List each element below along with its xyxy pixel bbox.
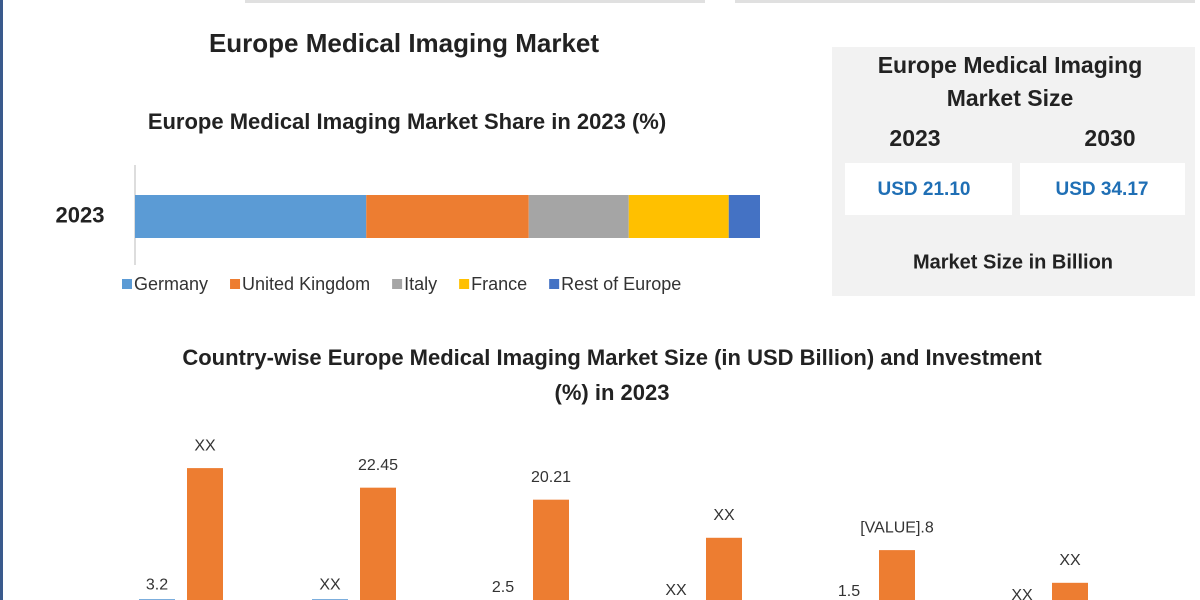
panel-title: Europe Medical Imaging Market Size	[878, 52, 1143, 111]
size-value: USD 34.17	[1056, 179, 1149, 200]
chart-title: Europe Medical Imaging Market Share in 2…	[148, 109, 666, 134]
data-label: [VALUE].8	[860, 519, 934, 536]
chart-title: Country-wise Europe Medical Imaging Mark…	[182, 345, 1042, 405]
year: 2023	[889, 125, 940, 151]
data-label: 22.45	[358, 457, 398, 474]
bar-segment	[366, 195, 529, 238]
main-title: Europe Medical Imaging Market	[209, 28, 599, 58]
legend-swatch	[549, 279, 560, 289]
data-label: 3.2	[146, 576, 168, 593]
bar	[879, 550, 915, 600]
data-label: XX	[194, 437, 216, 454]
bar-segment	[528, 195, 629, 238]
bar-segment	[728, 195, 760, 238]
top-stub	[245, 0, 705, 3]
data-label: XX	[1011, 587, 1033, 600]
data-label: 2.5	[492, 579, 514, 596]
year: 2030	[1084, 125, 1135, 151]
bar	[706, 537, 742, 600]
legend-swatch	[230, 279, 241, 289]
value-box	[845, 163, 1012, 215]
bar	[360, 487, 396, 600]
legend-swatch	[122, 279, 132, 289]
legend-label: Rest of Europe	[561, 274, 681, 294]
data-label: XX	[1059, 552, 1081, 569]
legend-label: United Kingdom	[242, 274, 370, 294]
bar	[1052, 582, 1088, 600]
data-label: 1.5	[838, 583, 860, 600]
left-border	[0, 0, 3, 600]
data-label: 20.21	[531, 469, 571, 486]
data-label: XX	[319, 576, 341, 593]
top-stub	[735, 0, 1195, 3]
size-value: USD 21.10	[878, 179, 971, 200]
bar	[187, 468, 223, 600]
value-box	[1020, 163, 1185, 215]
y-tick-label: 2023	[56, 202, 105, 227]
panel-note: Market Size in Billion	[913, 251, 1113, 273]
legend-label: Germany	[134, 274, 208, 294]
data-label: XX	[665, 582, 687, 599]
legend-label: Italy	[404, 274, 437, 294]
legend-swatch	[392, 279, 403, 289]
legend-swatch	[459, 279, 470, 289]
legend-label: France	[471, 274, 527, 294]
bar-segment	[135, 195, 367, 238]
data-label: XX	[713, 507, 735, 524]
bar	[533, 499, 569, 600]
bar-segment	[628, 195, 729, 238]
